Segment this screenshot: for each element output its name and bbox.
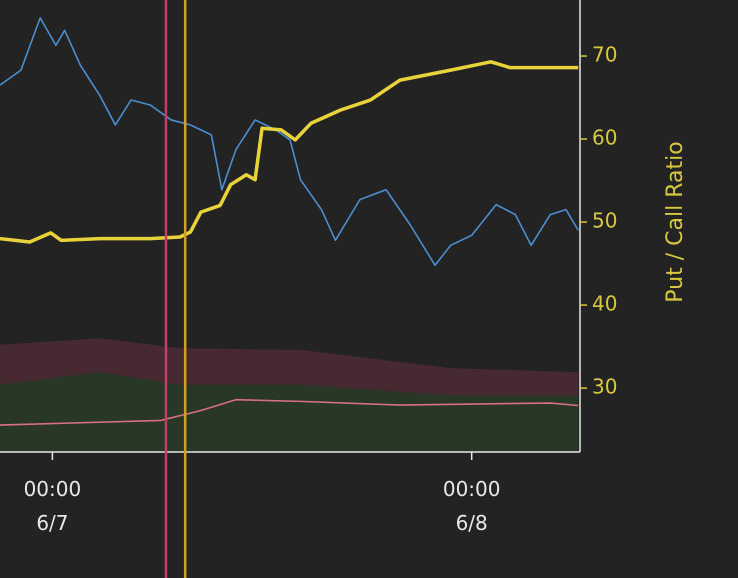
band-area <box>0 338 579 396</box>
x-tick-label-line: 00:00 <box>443 477 501 501</box>
plot-area <box>0 17 579 452</box>
series-line <box>0 60 579 244</box>
y2-tick-label: 30 <box>592 375 617 399</box>
x-tick-label-line: 00:00 <box>24 477 82 501</box>
series-group <box>0 17 579 452</box>
y2-tick-label: 60 <box>592 126 617 150</box>
x-tick-label: 00:00 6/8 <box>443 477 501 535</box>
band-area <box>0 372 579 452</box>
y2-tick-label: 40 <box>592 292 617 316</box>
series-line <box>0 398 579 426</box>
series-line <box>0 17 579 267</box>
y2-axis-label: Put / Call Ratio <box>663 141 688 302</box>
x-tick-label-line: 6/8 <box>456 511 488 535</box>
x-tick-label: 00:00 6/7 <box>24 477 82 535</box>
y2-tick-label: 70 <box>592 43 617 67</box>
y2-tick-label: 50 <box>592 209 617 233</box>
x-tick-label-line: 6/7 <box>36 511 68 535</box>
